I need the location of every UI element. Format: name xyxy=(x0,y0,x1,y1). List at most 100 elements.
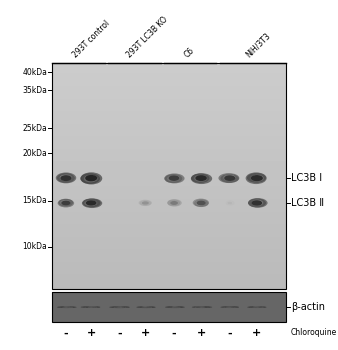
Ellipse shape xyxy=(199,203,202,204)
Ellipse shape xyxy=(80,306,100,308)
Ellipse shape xyxy=(86,200,97,205)
Ellipse shape xyxy=(198,202,202,204)
Ellipse shape xyxy=(228,202,231,204)
Ellipse shape xyxy=(169,175,179,181)
Ellipse shape xyxy=(138,306,155,308)
Ellipse shape xyxy=(115,307,125,308)
Ellipse shape xyxy=(86,176,98,181)
Text: -: - xyxy=(172,328,176,338)
Ellipse shape xyxy=(248,198,268,208)
Ellipse shape xyxy=(90,202,92,203)
Ellipse shape xyxy=(170,201,178,205)
Ellipse shape xyxy=(255,177,257,178)
Ellipse shape xyxy=(226,201,233,205)
Ellipse shape xyxy=(60,174,72,181)
Ellipse shape xyxy=(56,173,76,183)
Ellipse shape xyxy=(196,307,205,308)
Ellipse shape xyxy=(165,174,182,183)
Ellipse shape xyxy=(84,175,97,182)
Text: +: + xyxy=(87,328,96,338)
Ellipse shape xyxy=(82,198,102,208)
Text: 10kDa: 10kDa xyxy=(23,243,47,252)
Ellipse shape xyxy=(60,175,71,181)
Text: -: - xyxy=(64,328,68,338)
Ellipse shape xyxy=(170,175,180,181)
Ellipse shape xyxy=(169,307,179,308)
Ellipse shape xyxy=(141,201,149,205)
Ellipse shape xyxy=(141,200,150,205)
Text: +: + xyxy=(252,328,262,338)
Ellipse shape xyxy=(136,306,156,308)
Ellipse shape xyxy=(80,173,100,184)
Ellipse shape xyxy=(192,306,212,308)
Ellipse shape xyxy=(58,199,73,206)
Ellipse shape xyxy=(171,202,177,204)
Ellipse shape xyxy=(199,177,201,178)
Ellipse shape xyxy=(64,202,67,203)
Ellipse shape xyxy=(256,202,258,204)
Ellipse shape xyxy=(109,306,130,308)
Text: Chloroquine: Chloroquine xyxy=(291,328,337,337)
Ellipse shape xyxy=(251,307,262,308)
Ellipse shape xyxy=(117,307,124,308)
Ellipse shape xyxy=(194,307,206,308)
Text: +: + xyxy=(196,328,206,338)
Ellipse shape xyxy=(230,177,232,178)
Ellipse shape xyxy=(172,202,175,204)
Text: NIH/3T3: NIH/3T3 xyxy=(244,32,272,60)
Ellipse shape xyxy=(57,306,77,308)
Ellipse shape xyxy=(224,307,235,308)
Ellipse shape xyxy=(144,202,147,204)
Ellipse shape xyxy=(59,174,75,182)
Ellipse shape xyxy=(87,307,97,308)
Ellipse shape xyxy=(61,201,71,205)
Ellipse shape xyxy=(227,201,233,204)
Ellipse shape xyxy=(88,201,95,205)
Ellipse shape xyxy=(91,178,93,180)
Text: 40kDa: 40kDa xyxy=(22,68,47,77)
Ellipse shape xyxy=(227,202,232,204)
Ellipse shape xyxy=(85,307,97,308)
Ellipse shape xyxy=(64,202,68,204)
Text: LC3B Ⅱ: LC3B Ⅱ xyxy=(291,198,324,208)
Ellipse shape xyxy=(166,306,183,308)
Ellipse shape xyxy=(112,306,129,308)
Ellipse shape xyxy=(58,306,75,308)
Ellipse shape xyxy=(140,307,152,308)
Ellipse shape xyxy=(248,198,266,207)
Ellipse shape xyxy=(137,306,152,308)
Ellipse shape xyxy=(57,173,75,183)
Text: 20kDa: 20kDa xyxy=(23,149,47,158)
Ellipse shape xyxy=(164,174,185,183)
Ellipse shape xyxy=(86,307,97,308)
Ellipse shape xyxy=(197,176,205,180)
Bar xyxy=(52,63,286,289)
Ellipse shape xyxy=(88,177,93,180)
Ellipse shape xyxy=(224,307,235,308)
Ellipse shape xyxy=(87,175,95,180)
Ellipse shape xyxy=(139,200,152,206)
Ellipse shape xyxy=(252,201,260,205)
Ellipse shape xyxy=(227,177,232,179)
Ellipse shape xyxy=(255,176,260,179)
Ellipse shape xyxy=(87,201,97,205)
Ellipse shape xyxy=(85,175,97,181)
Ellipse shape xyxy=(251,199,263,206)
Ellipse shape xyxy=(173,203,175,204)
Ellipse shape xyxy=(62,307,71,308)
Ellipse shape xyxy=(197,201,203,204)
Ellipse shape xyxy=(193,198,209,207)
Ellipse shape xyxy=(225,307,235,308)
Ellipse shape xyxy=(195,200,206,205)
Ellipse shape xyxy=(167,175,180,182)
Ellipse shape xyxy=(170,201,177,204)
Ellipse shape xyxy=(194,175,207,182)
Ellipse shape xyxy=(226,175,236,180)
Ellipse shape xyxy=(142,201,148,204)
Ellipse shape xyxy=(113,307,128,308)
Text: 293T control: 293T control xyxy=(71,19,112,60)
Ellipse shape xyxy=(253,200,263,205)
Ellipse shape xyxy=(141,307,150,308)
Ellipse shape xyxy=(249,306,266,308)
Bar xyxy=(52,292,286,322)
